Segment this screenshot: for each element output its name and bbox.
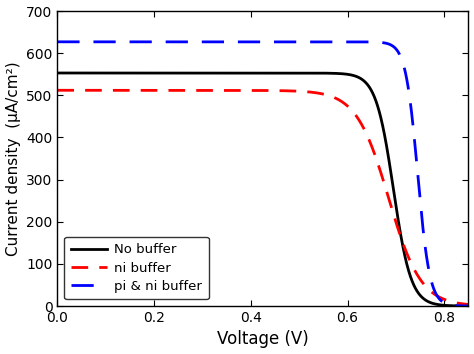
pi & ni buffer [244, 40, 249, 44]
ni buffer [255, 88, 260, 93]
ni buffer [75, 88, 81, 92]
ni buffer [378, 171, 384, 176]
No buffer [75, 71, 81, 75]
No buffer [378, 116, 384, 121]
No buffer [55, 71, 60, 75]
No buffer [454, 304, 459, 308]
ni buffer [55, 88, 60, 92]
pi & ni buffer [465, 304, 471, 308]
pi & ni buffer [255, 40, 260, 44]
Legend: No buffer, ni buffer, pi & ni buffer: No buffer, ni buffer, pi & ni buffer [64, 237, 209, 299]
Y-axis label: Current density  (μA/cm²): Current density (μA/cm²) [6, 61, 20, 256]
No buffer [255, 71, 260, 75]
ni buffer [454, 301, 459, 305]
pi & ni buffer [454, 303, 459, 308]
Line: pi & ni buffer: pi & ni buffer [57, 42, 468, 306]
No buffer [465, 304, 471, 308]
ni buffer [454, 301, 459, 305]
No buffer [244, 71, 249, 75]
pi & ni buffer [55, 40, 60, 44]
pi & ni buffer [75, 40, 81, 44]
ni buffer [244, 88, 249, 92]
ni buffer [465, 302, 471, 307]
pi & ni buffer [454, 303, 459, 308]
pi & ni buffer [378, 40, 384, 45]
No buffer [454, 304, 459, 308]
Line: No buffer: No buffer [57, 73, 468, 306]
X-axis label: Voltage (V): Voltage (V) [217, 330, 309, 348]
Line: ni buffer: ni buffer [57, 90, 468, 304]
